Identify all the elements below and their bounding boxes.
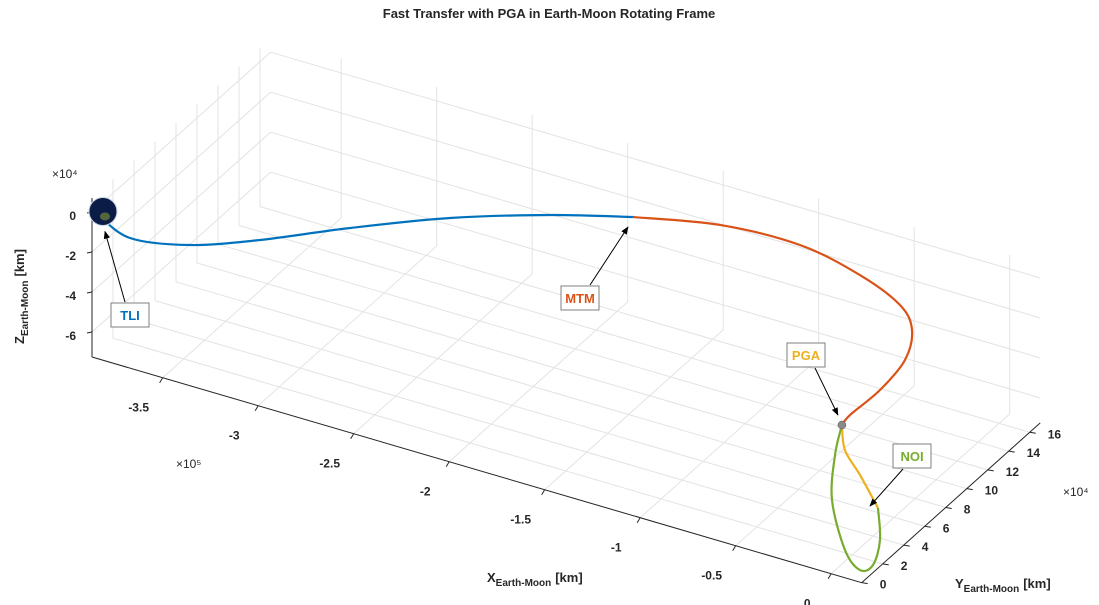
y-axis-label: YEarth-Moon[km]: [955, 576, 1051, 595]
annotation-label: MTM: [565, 291, 595, 306]
x-axis-line: [92, 357, 862, 583]
y-tick-mark: [862, 583, 868, 584]
earth-land: [100, 212, 110, 220]
x-tick-label: -0.5: [701, 569, 722, 583]
y-scale-label: ×10⁴: [1063, 485, 1089, 499]
grid-line: [176, 282, 946, 508]
y-tick-mark: [925, 526, 931, 527]
x-tick-mark: [733, 546, 736, 551]
grid-line: [92, 52, 271, 212]
x-axis-label: XEarth-Moon[km]: [487, 570, 583, 589]
grid-line: [155, 301, 925, 527]
x-tick-mark: [255, 406, 258, 411]
x-tick-label: -2: [420, 485, 431, 499]
grid-line: [92, 132, 271, 292]
z-tick-label: 0: [69, 209, 76, 223]
x-tick-label: -2.5: [319, 457, 340, 471]
x-tick-mark: [542, 490, 545, 495]
y-tick-mark: [904, 545, 910, 546]
y-tick-mark: [883, 564, 889, 565]
grid-line: [113, 338, 883, 564]
y-tick-label: 8: [964, 502, 971, 516]
y-tick-label: 12: [1006, 465, 1020, 479]
z-tick-label: -6: [65, 329, 76, 343]
y-tick-label: 6: [943, 521, 950, 535]
annotation-layer: TLI MTM PGA NOI: [105, 227, 931, 506]
y-tick-label: 4: [922, 540, 929, 554]
z-tick-label: -2: [65, 249, 76, 263]
grid-line: [831, 414, 1010, 574]
earth-icon: [89, 197, 117, 225]
y-tick-label: 0: [880, 578, 887, 592]
moon-icon: [838, 421, 846, 429]
z-tick-label: -4: [65, 289, 76, 303]
grid-line: [271, 132, 1041, 358]
annotation-arrow: [870, 469, 903, 506]
x-axis-label-main: X: [487, 570, 496, 585]
chart: -3.5-3-2.5-2-1.5-1-0.500246810121416-6-4…: [0, 0, 1099, 605]
grid-line: [239, 225, 1009, 451]
y-tick-label: 2: [901, 559, 908, 573]
x-scale-label: ×10⁵: [176, 457, 201, 471]
annotation-label: PGA: [792, 348, 821, 363]
grid-line: [218, 244, 988, 470]
y-axis-label-main: Y: [955, 576, 964, 591]
x-axis-label-unit: [km]: [555, 570, 582, 585]
y-tick-mark: [967, 489, 973, 490]
z-axis-label: ZEarth-Moon [km]: [12, 249, 31, 344]
trajectory-line: [633, 217, 912, 425]
grid-line: [271, 92, 1041, 318]
trajectory-line: [97, 213, 633, 245]
annotation-arrow: [105, 231, 125, 302]
z-tick-mark: [87, 292, 92, 293]
x-tick-label: -1.5: [510, 513, 531, 527]
x-tick-mark: [160, 378, 163, 383]
chart-title: Fast Transfer with PGA in Earth-Moon Rot…: [383, 6, 716, 21]
x-tick-label: 0: [804, 597, 811, 605]
y-tick-label: 14: [1027, 446, 1041, 460]
y-axis-label-unit: [km]: [1023, 576, 1050, 591]
y-axis-label-sub: Earth-Moon: [964, 584, 1020, 595]
z-axis-label-sub: Earth-Moon: [20, 281, 31, 337]
z-tick-mark: [87, 332, 92, 333]
x-axis-label-sub: Earth-Moon: [496, 578, 552, 589]
page: {"chart_data": { "type": "line3d", "titl…: [0, 0, 1099, 605]
grid-line: [92, 92, 271, 252]
grid-line: [271, 172, 1041, 398]
y-axis-line: [862, 423, 1041, 583]
trajectory-line: [842, 425, 878, 508]
y-tick-mark: [1030, 432, 1036, 433]
y-tick-mark: [988, 470, 994, 471]
x-tick-label: -3: [229, 429, 240, 443]
z-scale-label: ×10⁴: [52, 167, 78, 181]
z-tick-mark: [87, 252, 92, 253]
x-tick-label: -3.5: [128, 401, 149, 415]
z-axis-label-unit: [km]: [12, 249, 27, 276]
x-tick-mark: [828, 574, 831, 579]
y-tick-label: 10: [985, 484, 999, 498]
x-tick-mark: [637, 518, 640, 523]
x-tick-mark: [351, 434, 354, 439]
annotation-label: NOI: [900, 449, 923, 464]
y-tick-mark: [946, 507, 952, 508]
z-axis-label-main: Z: [12, 336, 27, 344]
y-tick-mark: [1009, 451, 1015, 452]
annotation-label: TLI: [120, 308, 140, 323]
x-tick-label: -1: [611, 541, 622, 555]
x-tick-mark: [446, 462, 449, 467]
annotation-arrow: [590, 227, 628, 285]
y-tick-label: 16: [1048, 427, 1062, 441]
